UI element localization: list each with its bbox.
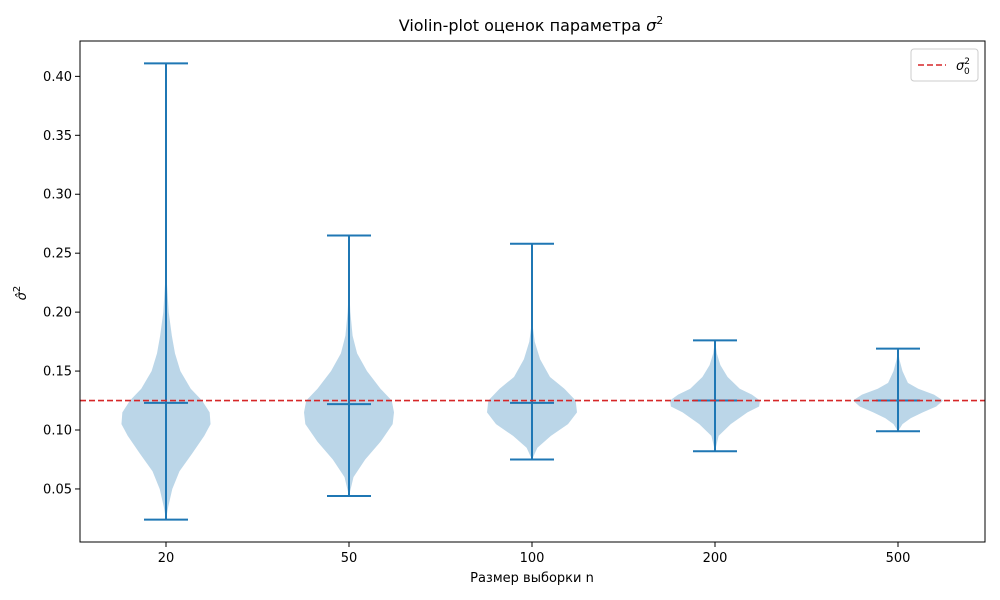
y-tick-label: 0.40 [43, 70, 72, 85]
y-tick-label: 0.30 [43, 188, 72, 203]
violins-layer [121, 62, 943, 521]
y-tick-label: 0.15 [43, 365, 72, 380]
y-axis-label: σ̂2 [12, 286, 30, 301]
x-tick-label: 500 [886, 551, 911, 566]
legend-box [910, 48, 979, 82]
y-tick-label: 0.35 [43, 129, 72, 144]
legend-label: σ2 0 [956, 57, 970, 77]
x-tick-label: 50 [341, 551, 358, 566]
x-tick-label: 20 [158, 551, 175, 566]
y-tick-label: 0.20 [43, 306, 72, 321]
y-axis-ticks: 0.05 0.10 0.15 0.20 0.25 0.30 0.35 0.40 [43, 70, 80, 497]
x-tick-label: 100 [520, 551, 545, 566]
y-tick-label: 0.10 [43, 424, 72, 439]
violin-20 [121, 62, 211, 521]
chart-title: Violin-plot оценок параметра σ2 [399, 14, 664, 35]
violin-50 [304, 234, 394, 498]
y-tick-label: 0.05 [43, 482, 72, 497]
violin-200 [670, 339, 760, 453]
violin-500 [853, 347, 943, 433]
x-axis-label: Размер выборки n [470, 571, 594, 586]
x-axis-ticks: 20 50 100 200 500 [158, 542, 911, 566]
legend: σ2 0 [910, 48, 979, 82]
y-tick-label: 0.25 [43, 247, 72, 262]
violin-100 [487, 242, 577, 461]
x-tick-label: 200 [703, 551, 728, 566]
